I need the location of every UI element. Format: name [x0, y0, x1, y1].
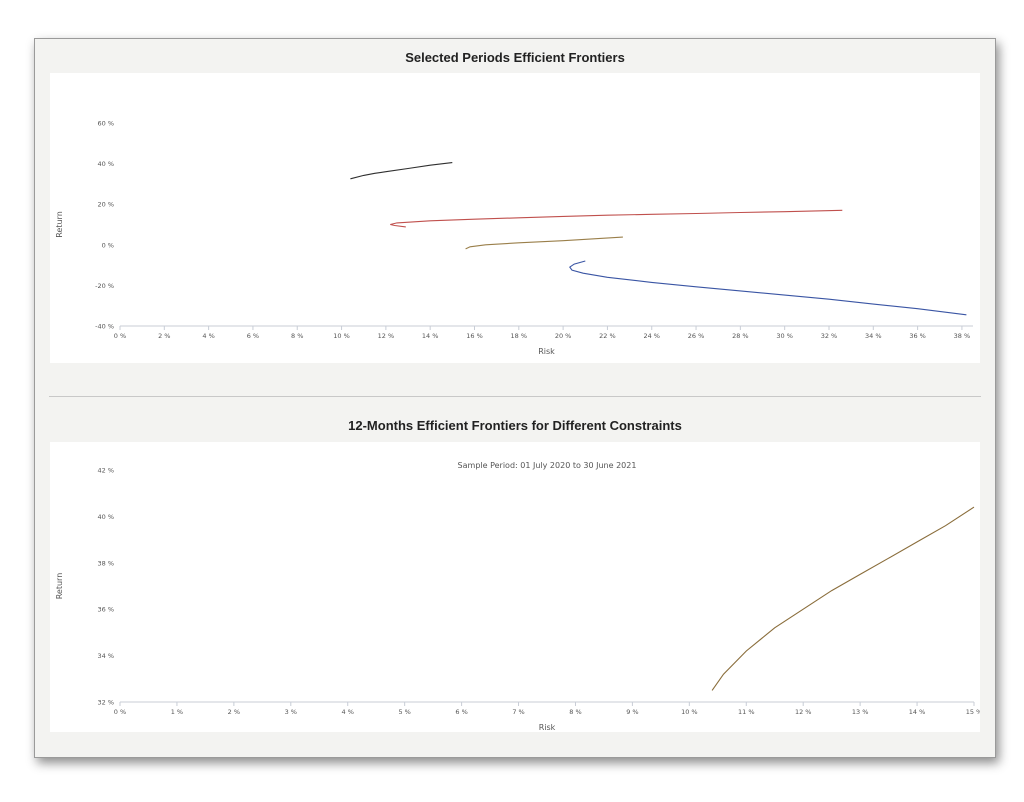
x-tick-label: 10 % — [681, 708, 698, 716]
x-tick-label: 15 % — [966, 708, 980, 716]
series-line-0 — [569, 260, 967, 316]
x-tick-label: 12 % — [795, 708, 812, 716]
y-tick-label: 36 % — [97, 606, 114, 614]
y-tick-label: 20 % — [97, 201, 114, 209]
y-tick-label: 40 % — [97, 513, 114, 521]
efficient-frontiers-chart: 0 % 2 % 4 % 6 % 8 % 10 % 12 % 14 % 16 % 18 % 20 % 2… — [50, 73, 980, 363]
y-tick-label: 34 % — [97, 652, 114, 660]
x-tick-label: 14 % — [422, 332, 439, 340]
x-tick-label: 12 % — [378, 332, 395, 340]
x-tick-label: 22 % — [599, 332, 616, 340]
y-tick-label: -20 % — [95, 282, 114, 290]
x-tick-label: 16 % — [466, 332, 483, 340]
x-tick-label: 0 % — [114, 332, 126, 340]
y-tick-label: 40 % — [97, 160, 114, 168]
x-axis-label: Risk — [538, 347, 555, 356]
x-tick-label: 30 % — [776, 332, 793, 340]
x-tick-label: 2 % — [158, 332, 170, 340]
y-axis-label: Return — [55, 211, 64, 238]
x-tick-label: 20 % — [555, 332, 572, 340]
x-tick-label: 32 % — [821, 332, 838, 340]
series-line-3 — [350, 162, 453, 180]
y-tick-label: 38 % — [97, 559, 114, 567]
x-tick-label: 6 % — [455, 708, 467, 716]
chart1-panel-title: Selected Periods Efficient Frontiers — [405, 50, 625, 65]
x-tick-label: 0 % — [114, 708, 126, 716]
y-tick-label: 0 % — [102, 241, 114, 249]
x-tick-label: 26 % — [688, 332, 705, 340]
x-tick-label: 3 % — [285, 708, 297, 716]
section-divider — [49, 396, 981, 397]
x-tick-label: 5 % — [398, 708, 410, 716]
chart2-panel-title: 12-Months Efficient Frontiers for Differ… — [348, 418, 682, 433]
x-tick-label: 1 % — [171, 708, 183, 716]
chart-subtitle: Sample Period: 01 July 2020 to 30 June 2… — [458, 461, 637, 470]
x-tick-label: 13 % — [852, 708, 869, 716]
x-tick-label: 9 % — [626, 708, 638, 716]
x-tick-label: 14 % — [909, 708, 926, 716]
series-line-1 — [465, 236, 623, 250]
y-axis-label: Return — [55, 573, 64, 600]
y-tick-label: -40 % — [95, 323, 114, 331]
report-frame: Selected Periods Efficient Frontiers 0 %… — [34, 38, 996, 758]
x-tick-label: 34 % — [865, 332, 882, 340]
x-tick-label: 18 % — [511, 332, 528, 340]
constraints-frontiers-chart: Sample Period: 01 July 2020 to 30 June 2… — [50, 442, 980, 732]
series-line-1 — [711, 506, 975, 691]
x-tick-label: 24 % — [643, 332, 660, 340]
x-tick-label: 8 % — [291, 332, 303, 340]
x-tick-label: 4 % — [342, 708, 354, 716]
x-tick-label: 6 % — [247, 332, 259, 340]
y-tick-label: 42 % — [97, 467, 114, 475]
x-tick-label: 8 % — [569, 708, 581, 716]
x-tick-label: 2 % — [228, 708, 240, 716]
x-tick-label: 10 % — [333, 332, 350, 340]
y-tick-label: 60 % — [97, 120, 114, 128]
x-tick-label: 4 % — [202, 332, 214, 340]
x-tick-label: 28 % — [732, 332, 749, 340]
x-tick-label: 7 % — [512, 708, 524, 716]
y-tick-label: 32 % — [97, 699, 114, 707]
x-axis-label: Risk — [539, 723, 556, 732]
x-tick-label: 38 % — [954, 332, 971, 340]
x-tick-label: 11 % — [738, 708, 755, 716]
x-tick-label: 36 % — [909, 332, 926, 340]
series-line-2 — [390, 209, 843, 228]
